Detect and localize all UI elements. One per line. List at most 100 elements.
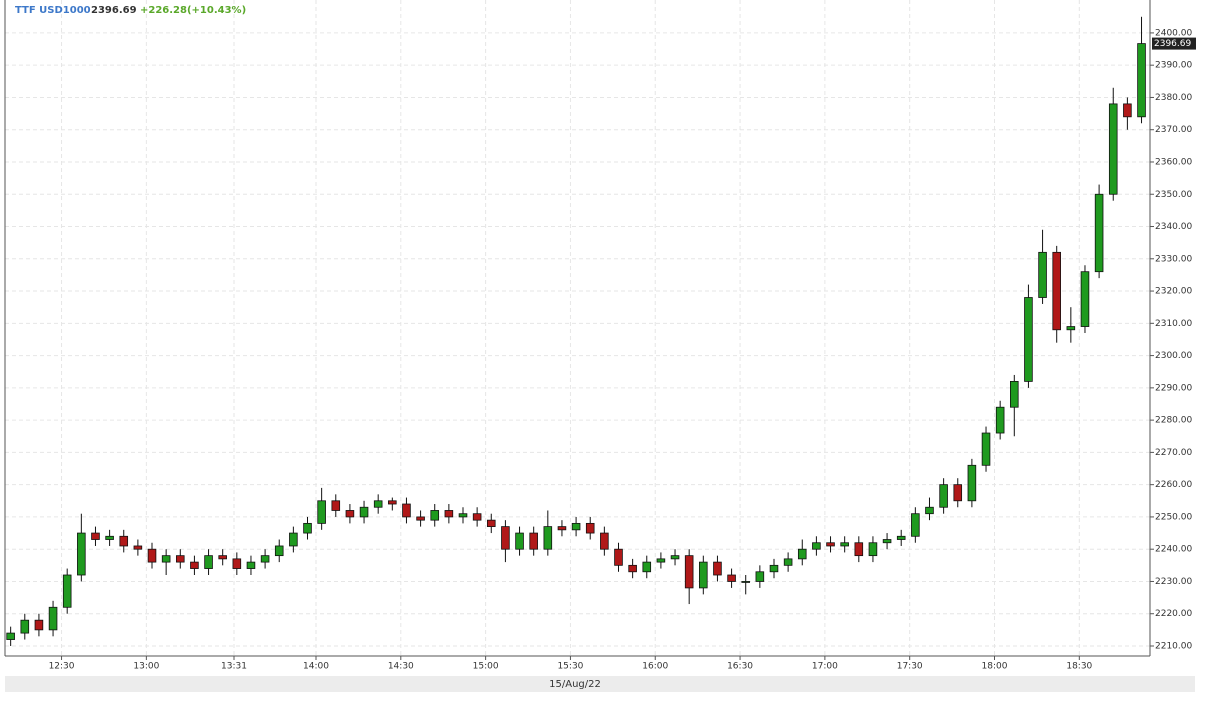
candle-body <box>515 532 524 550</box>
candle-body <box>133 545 143 550</box>
candle-body <box>147 548 157 563</box>
candle-body <box>260 555 270 563</box>
candle-body <box>600 532 609 550</box>
y-tick-label: 2290.00 <box>1155 383 1192 393</box>
candle-body <box>218 555 227 560</box>
date-label: 15/Aug/22 <box>549 679 601 690</box>
candle-body <box>769 564 779 573</box>
candle-body <box>416 516 425 521</box>
candle-body <box>62 574 72 608</box>
date-bar <box>5 676 1195 692</box>
candle-body <box>1010 381 1019 408</box>
x-tick-label: 14:30 <box>388 662 414 672</box>
y-tick-label: 2370.00 <box>1155 125 1192 135</box>
candle-body <box>628 564 637 573</box>
x-tick-label: 17:00 <box>812 662 838 672</box>
candle-body <box>274 545 284 557</box>
candle-body <box>1038 251 1047 298</box>
x-tick-label: 18:30 <box>1066 662 1092 672</box>
y-tick-label: 2360.00 <box>1155 157 1192 167</box>
candle-body <box>402 503 411 518</box>
candle-body <box>20 619 30 634</box>
y-tick-label: 2350.00 <box>1155 190 1192 200</box>
candle-body <box>783 558 793 566</box>
candle-body <box>161 555 171 563</box>
candle-body <box>656 558 666 563</box>
candle-body <box>1024 297 1033 382</box>
x-tick-label: 14:00 <box>303 662 329 672</box>
candle-body <box>289 532 298 547</box>
candle-body <box>911 513 920 537</box>
candle-body <box>1094 193 1104 273</box>
candle-body <box>204 555 213 569</box>
candle-body <box>713 561 722 576</box>
y-tick-label: 2230.00 <box>1155 577 1192 587</box>
candle-body <box>345 510 355 518</box>
candle-body <box>840 542 849 547</box>
candle-body <box>501 526 510 550</box>
candle-body <box>557 526 567 531</box>
candle-body <box>1052 251 1061 331</box>
last-price: 2396.69 <box>91 5 137 16</box>
candle-body <box>529 532 538 550</box>
candle-body <box>981 432 991 466</box>
y-tick-label: 2320.00 <box>1155 287 1192 297</box>
candle-body <box>826 542 835 547</box>
candle-body <box>48 606 58 631</box>
candle-body <box>359 506 369 518</box>
y-tick-label: 2300.00 <box>1155 351 1192 361</box>
candle-body <box>995 406 1005 434</box>
candle-body <box>91 532 100 540</box>
candle-body <box>458 513 468 518</box>
candle-body <box>1137 43 1146 118</box>
candle-body <box>331 500 341 511</box>
candle-body <box>670 555 680 560</box>
x-tick-label: 15:30 <box>557 662 583 672</box>
candle-body <box>585 522 595 534</box>
candle-body <box>1123 103 1132 118</box>
x-tick-label: 13:00 <box>133 662 159 672</box>
candle-body <box>1080 271 1090 327</box>
candle-body <box>190 561 199 569</box>
candle-body <box>317 500 326 524</box>
candle-body <box>925 506 934 515</box>
y-tick-label: 2380.00 <box>1155 93 1192 103</box>
candle-body <box>882 539 892 544</box>
candle-body <box>34 619 44 631</box>
x-tick-label: 13:31 <box>221 662 247 672</box>
candle-body <box>119 535 129 547</box>
x-tick-label: 15:00 <box>473 662 499 672</box>
candle-body <box>642 561 652 573</box>
y-tick-label: 2240.00 <box>1155 545 1192 555</box>
candle-body <box>614 548 623 566</box>
candle-body <box>939 484 948 508</box>
y-tick-label: 2390.00 <box>1155 61 1192 71</box>
x-tick-label: 12:30 <box>49 662 75 672</box>
candle-body <box>755 571 765 582</box>
candle-body <box>1108 103 1118 195</box>
candle-body <box>77 532 86 576</box>
candle-body <box>953 484 963 502</box>
candle-body <box>303 522 312 534</box>
y-tick-label: 2220.00 <box>1155 609 1192 619</box>
candles <box>6 16 1146 646</box>
y-tick-label: 2340.00 <box>1155 222 1192 232</box>
candle-body <box>684 555 694 589</box>
candle-body <box>373 500 383 508</box>
y-tick-label: 2210.00 <box>1155 641 1192 651</box>
candle-body <box>727 574 736 582</box>
candle-body <box>175 555 185 563</box>
candle-body <box>486 519 496 528</box>
candle-body <box>896 535 906 540</box>
x-tick-label: 18:00 <box>982 662 1008 672</box>
price-change: +226.28(+10.43%) <box>140 5 246 16</box>
x-tick-label: 16:30 <box>727 662 753 672</box>
candle-body <box>472 513 482 521</box>
candle-body <box>105 535 114 540</box>
candle-body <box>232 558 242 569</box>
candle-body <box>797 548 807 560</box>
y-tick-label: 2250.00 <box>1155 512 1192 522</box>
symbol: TTF USD1000 <box>15 5 91 16</box>
